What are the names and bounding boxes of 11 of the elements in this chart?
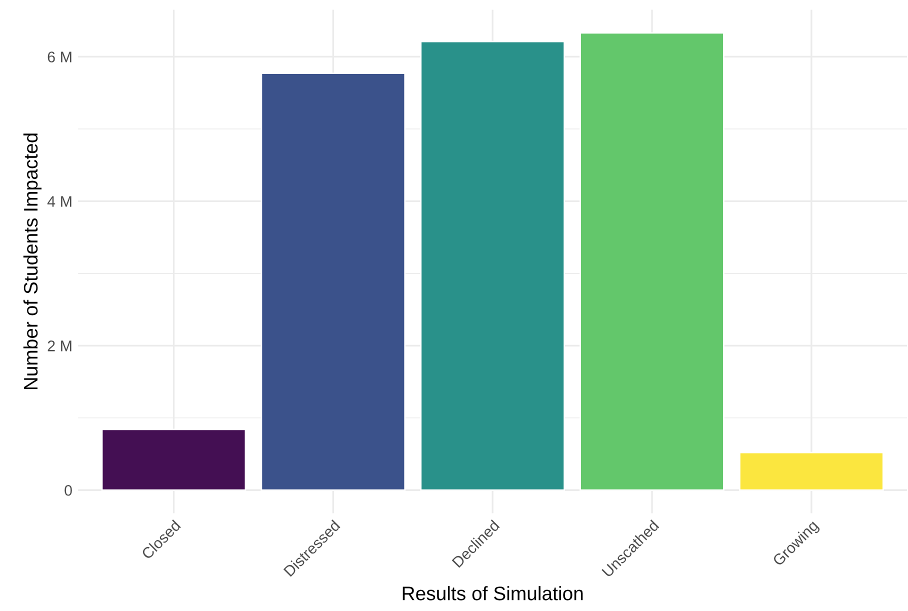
y-tick-label: 2 M (48, 340, 72, 352)
y-tick-label: 6 M (48, 52, 72, 62)
bar (260, 72, 406, 491)
y-axis-title: Number of Students Impacted (23, 134, 42, 390)
bar (420, 40, 566, 491)
bar (739, 452, 884, 491)
bar (580, 32, 724, 491)
y-tick-label: 4 M (47, 196, 72, 207)
x-axis-title: Results of Simulation (402, 586, 583, 600)
y-tick-label: 0 (64, 484, 72, 496)
bar (101, 428, 246, 491)
